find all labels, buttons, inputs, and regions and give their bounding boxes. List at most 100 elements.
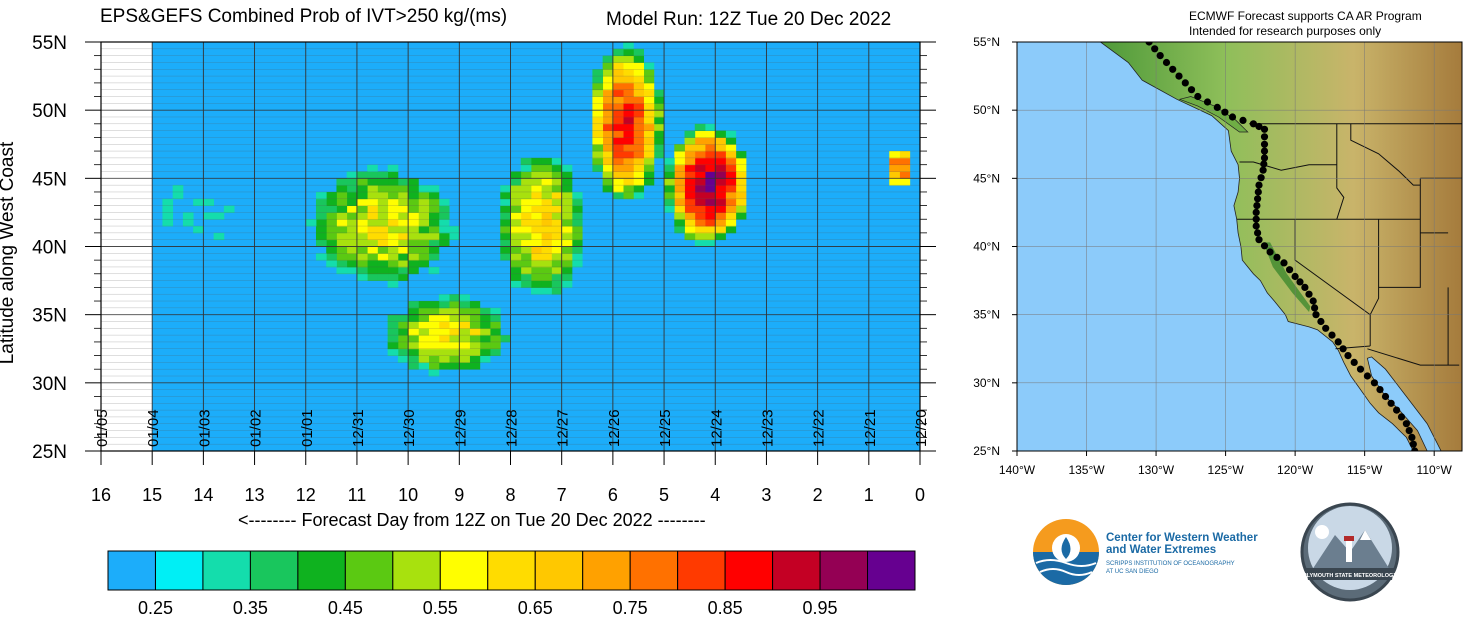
- coast-point: [1181, 79, 1189, 87]
- colorbar-label: 0.65: [518, 598, 553, 618]
- coast-point: [1257, 174, 1265, 182]
- colorbar-box: [344, 550, 394, 591]
- colorbar-label: 0.25: [138, 598, 173, 618]
- coast-point: [1397, 413, 1406, 421]
- y-tick-label: 40N: [32, 238, 67, 259]
- date-label: 12/27: [555, 409, 572, 447]
- map-lat-label: 35°N: [973, 308, 1000, 322]
- map-lat-label: 30°N: [973, 376, 1000, 390]
- map-lat-label: 40°N: [973, 240, 1000, 254]
- colorbar-box: [107, 550, 156, 591]
- gulf-of-california: [1366, 356, 1442, 451]
- y-tick-label: 50N: [32, 101, 67, 122]
- cw3e-logo: Center for Western Weather and Water Ext…: [1033, 519, 1258, 585]
- coast-point: [1213, 103, 1221, 111]
- cw3e-name-2: and Water Extremes: [1106, 544, 1216, 556]
- date-label: 12/30: [401, 409, 418, 447]
- coast-point: [1280, 259, 1288, 267]
- coast-point: [1286, 266, 1294, 274]
- coast-point: [1260, 133, 1269, 141]
- coast-point: [1187, 86, 1196, 94]
- coast-point: [1305, 290, 1313, 298]
- coast-point: [1151, 45, 1159, 53]
- coast-point: [1252, 222, 1260, 230]
- coast-point: [1259, 166, 1267, 174]
- colorbar: 0.25 0.35 0.45 0.55 0.65 0.75 0.85 0.95: [107, 550, 916, 618]
- coast-point: [1381, 392, 1390, 401]
- x-tick-label: 11: [348, 485, 367, 505]
- credit-line-2: Intended for research purposes only: [1189, 24, 1382, 38]
- coast-point: [1296, 278, 1304, 286]
- coast-point: [1363, 372, 1371, 380]
- coast-point: [1322, 324, 1330, 332]
- y-tick-label: 55N: [32, 33, 67, 54]
- chart-title: EPS&GEFS Combined Prob of IVT>250 kg/(ms…: [100, 6, 508, 27]
- coast-point: [1273, 253, 1281, 261]
- coast-point: [1203, 98, 1212, 106]
- coast-point: [1255, 181, 1263, 189]
- coast-point: [1254, 195, 1262, 203]
- map-lon-label: 125°W: [1208, 463, 1245, 477]
- coast-point: [1376, 386, 1384, 394]
- coast-point: [1162, 58, 1171, 67]
- water-drop-icon: [1061, 537, 1071, 559]
- date-label: 01/05: [94, 409, 111, 447]
- coast-point: [1291, 272, 1299, 281]
- map-lat-label: 50°N: [973, 103, 1000, 117]
- coast-point: [1344, 352, 1352, 360]
- coast-point: [1228, 113, 1237, 121]
- date-label: 12/20: [913, 409, 930, 447]
- date-label: 12/22: [811, 409, 828, 447]
- x-tick-label: 8: [505, 485, 515, 505]
- coast-point: [1194, 92, 1202, 101]
- coast-point: [1254, 229, 1262, 237]
- y-tick-label: 35N: [32, 306, 67, 327]
- x-tick-label: 13: [245, 485, 265, 505]
- map-gridlines: [1017, 42, 1462, 451]
- x-tick-label: 5: [659, 485, 669, 505]
- coast-point: [1405, 427, 1413, 435]
- heatmap-gridlines: [100, 42, 921, 451]
- credit-note: ECMWF Forecast supports CA AR Program In…: [1189, 9, 1422, 39]
- colorbar-box: [439, 550, 489, 591]
- colorbar-label: 0.45: [328, 598, 363, 618]
- date-label: 12/31: [350, 409, 367, 447]
- date-label: 01/03: [196, 409, 213, 447]
- date-label: 12/26: [606, 409, 623, 447]
- coast-point: [1408, 433, 1416, 441]
- y-tick-label: 25N: [32, 442, 67, 463]
- ut-border: [1378, 178, 1421, 288]
- colorbar-label: 0.55: [423, 598, 458, 618]
- colorbar-box: [677, 550, 726, 591]
- plymouth-logo-text: PLYMOUTH STATE METEOROLOGY: [1303, 573, 1397, 579]
- x-tick-label: 9: [454, 485, 464, 505]
- colorbar-label: 0.95: [803, 598, 838, 618]
- cw3e-sub-2: AT UC SAN DIEGO: [1106, 569, 1159, 575]
- date-label: 12/21: [862, 409, 879, 447]
- colorbar-box: [392, 550, 441, 591]
- coast-point: [1350, 358, 1358, 366]
- x-tick-label: 16: [91, 485, 111, 505]
- west-coast-map: 25°N 30°N 35°N 40°N 45°N 50°N 55°N 140°W 135°W 13…: [973, 35, 1463, 477]
- date-label: 12/29: [452, 409, 469, 447]
- cw3e-name-1: Center for Western Weather: [1106, 532, 1258, 544]
- cw3e-sub-1: SCRIPPS INSTITUTION OF OCEANOGRAPHY: [1106, 561, 1235, 567]
- x-tick-label: 10: [398, 485, 418, 505]
- coast-point: [1260, 154, 1269, 162]
- map-lon-label: 120°W: [1277, 463, 1314, 477]
- us-mexico-border-e: [1367, 348, 1460, 366]
- date-label: 01/02: [248, 409, 265, 447]
- model-run-label: Model Run: 12Z Tue 20 Dec 2022: [606, 9, 892, 30]
- map-lon-label: 110°W: [1417, 463, 1453, 477]
- x-tick-label: 1: [864, 485, 874, 505]
- x-tick-label: 0: [915, 485, 925, 505]
- colorbar-label: 0.85: [708, 598, 743, 618]
- date-label: 12/28: [504, 409, 521, 447]
- colorbar-box: [154, 550, 204, 591]
- coast-point: [1356, 365, 1365, 373]
- coast-point: [1260, 147, 1269, 155]
- coast-point: [1252, 215, 1260, 223]
- coast-point: [1312, 311, 1320, 319]
- coast-point: [1252, 208, 1260, 216]
